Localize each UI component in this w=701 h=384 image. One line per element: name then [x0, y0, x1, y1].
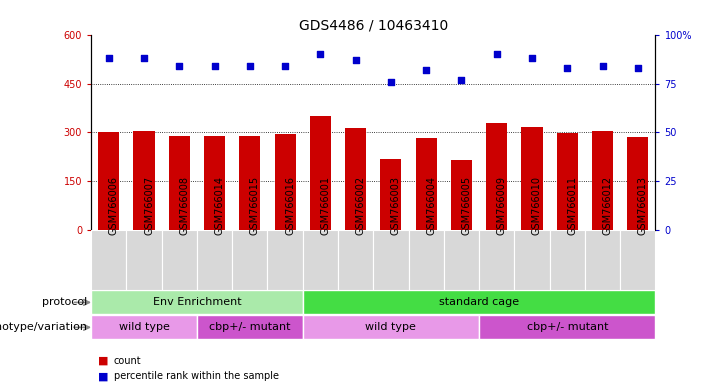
Text: genotype/variation: genotype/variation	[0, 322, 88, 333]
Text: GSM766005: GSM766005	[461, 176, 472, 235]
Point	[209, 63, 220, 69]
Point	[315, 51, 326, 57]
Bar	[338, 230, 374, 290]
Text: GSM766013: GSM766013	[638, 176, 648, 235]
Point	[244, 63, 255, 69]
Text: GSM766006: GSM766006	[109, 176, 118, 235]
Bar	[91, 315, 197, 339]
Bar	[91, 230, 126, 290]
Bar	[451, 160, 472, 230]
Bar	[275, 134, 296, 230]
Bar	[592, 131, 613, 230]
Bar	[133, 131, 155, 230]
Text: GSM766016: GSM766016	[285, 176, 295, 235]
Text: GSM766012: GSM766012	[603, 176, 613, 235]
Text: GSM766007: GSM766007	[144, 176, 154, 235]
Point	[421, 67, 432, 73]
Bar	[444, 230, 479, 290]
Bar	[620, 230, 655, 290]
Text: GSM766011: GSM766011	[567, 176, 577, 235]
Bar	[98, 132, 119, 230]
Text: GSM766009: GSM766009	[497, 176, 507, 235]
Text: standard cage: standard cage	[439, 297, 519, 308]
Text: GSM766002: GSM766002	[355, 176, 366, 235]
Text: count: count	[114, 356, 141, 366]
Text: ■: ■	[98, 371, 109, 381]
Bar	[486, 123, 508, 230]
Text: cbp+/- mutant: cbp+/- mutant	[526, 322, 608, 333]
Bar	[479, 315, 655, 339]
Bar	[416, 138, 437, 230]
Point	[138, 55, 149, 61]
Text: GSM766010: GSM766010	[532, 176, 542, 235]
Bar	[197, 315, 303, 339]
Point	[597, 63, 608, 69]
Point	[386, 78, 397, 84]
Text: wild type: wild type	[365, 322, 416, 333]
Title: GDS4486 / 10463410: GDS4486 / 10463410	[299, 18, 448, 32]
Bar	[585, 230, 620, 290]
Text: GSM766001: GSM766001	[320, 176, 330, 235]
Point	[632, 65, 644, 71]
Text: GSM766008: GSM766008	[179, 176, 189, 235]
Bar	[239, 136, 261, 230]
Text: ■: ■	[98, 356, 109, 366]
Bar	[204, 136, 225, 230]
Bar	[479, 230, 515, 290]
Text: GSM766015: GSM766015	[250, 176, 260, 235]
Bar	[303, 230, 338, 290]
Text: percentile rank within the sample: percentile rank within the sample	[114, 371, 278, 381]
Point	[562, 65, 573, 71]
Point	[174, 63, 185, 69]
Text: GSM766003: GSM766003	[391, 176, 401, 235]
Bar	[522, 127, 543, 230]
Bar	[381, 159, 402, 230]
Bar	[627, 137, 648, 230]
Bar	[557, 133, 578, 230]
Text: wild type: wild type	[118, 322, 170, 333]
Bar	[550, 230, 585, 290]
Bar	[515, 230, 550, 290]
Point	[491, 51, 503, 57]
Bar	[303, 290, 655, 314]
Bar	[345, 127, 366, 230]
Point	[350, 57, 361, 63]
Point	[526, 55, 538, 61]
Bar	[91, 290, 303, 314]
Text: GSM766014: GSM766014	[215, 176, 224, 235]
Bar	[126, 230, 162, 290]
Point	[280, 63, 291, 69]
Bar	[409, 230, 444, 290]
Text: cbp+/- mutant: cbp+/- mutant	[209, 322, 291, 333]
Text: Env Enrichment: Env Enrichment	[153, 297, 241, 308]
Point	[456, 76, 467, 83]
Point	[103, 55, 114, 61]
Bar	[232, 230, 268, 290]
Bar	[169, 136, 190, 230]
Bar	[303, 315, 479, 339]
Text: protocol: protocol	[42, 297, 88, 308]
Bar	[162, 230, 197, 290]
Text: GSM766004: GSM766004	[426, 176, 436, 235]
Bar	[268, 230, 303, 290]
Bar	[197, 230, 232, 290]
Bar	[374, 230, 409, 290]
Bar	[310, 116, 331, 230]
